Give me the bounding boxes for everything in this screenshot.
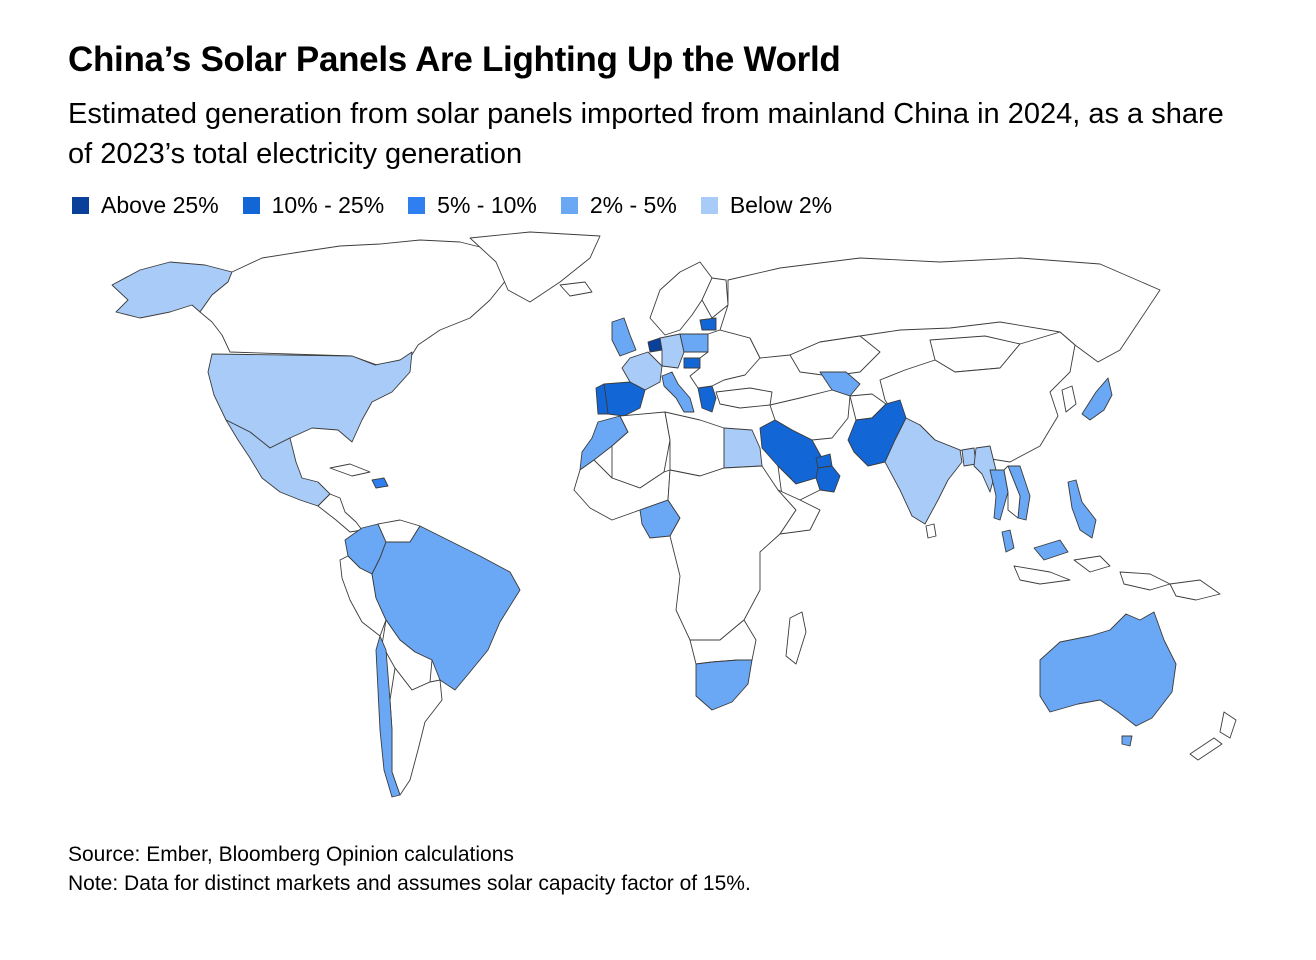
country-italy[interactable]: [661, 371, 695, 413]
country-estonia[interactable]: [699, 317, 717, 331]
country-new-zealand[interactable]: [1189, 711, 1237, 761]
legend-swatch-above-25: [72, 197, 89, 214]
country-finland[interactable]: [701, 277, 729, 319]
country-poland[interactable]: [679, 333, 709, 353]
legend-item-10-25: 10% - 25%: [242, 192, 385, 219]
country-central-america[interactable]: [317, 493, 363, 533]
legend-swatch-5-10: [408, 197, 426, 214]
country-central-africa[interactable]: [667, 465, 797, 641]
country-philippines[interactable]: [1067, 479, 1097, 539]
country-korea[interactable]: [1061, 385, 1077, 413]
country-india[interactable]: [884, 417, 963, 525]
country-madagascar[interactable]: [785, 611, 807, 665]
country-chile[interactable]: [375, 635, 401, 798]
country-eastern-europe[interactable]: [689, 329, 761, 389]
legend-label-5-10: 5% - 10%: [437, 192, 537, 218]
legend-swatch-10-25: [242, 197, 260, 214]
country-sri-lanka[interactable]: [925, 523, 937, 539]
country-myanmar[interactable]: [973, 445, 997, 493]
country-malaysia[interactable]: [1001, 529, 1069, 561]
country-australia[interactable]: [1039, 611, 1177, 727]
country-japan[interactable]: [1081, 377, 1113, 421]
legend-label-above-25: Above 25%: [101, 192, 219, 218]
country-uzbekistan[interactable]: [819, 371, 861, 397]
country-tasmania[interactable]: [1121, 735, 1133, 747]
country-horn-of-africa[interactable]: [777, 489, 821, 535]
country-greece[interactable]: [697, 385, 717, 413]
country-canada[interactable]: [199, 239, 511, 367]
legend-swatch-below-2: [700, 197, 718, 214]
country-kazakhstan[interactable]: [789, 335, 881, 377]
source-note: Source: Ember, Bloomberg Opinion calcula…: [68, 843, 514, 866]
footer: Source: Ember, Bloomberg Opinion calcula…: [68, 840, 751, 898]
legend-item-below-2: Below 2%: [700, 192, 833, 219]
country-laos-cambodia[interactable]: [1003, 465, 1021, 519]
country-cuba[interactable]: [329, 463, 371, 477]
country-hungary[interactable]: [683, 357, 701, 369]
country-portugal[interactable]: [595, 383, 609, 415]
chart-subtitle: Estimated generation from solar panels i…: [68, 98, 1224, 170]
country-spain[interactable]: [603, 381, 646, 417]
legend-item-above-25: Above 25%: [72, 192, 219, 219]
country-greenland[interactable]: [469, 231, 601, 303]
country-papua-new-guinea[interactable]: [1169, 579, 1221, 601]
country-egypt[interactable]: [723, 427, 763, 469]
country-libya[interactable]: [664, 411, 725, 477]
legend-label-10-25: 10% - 25%: [271, 192, 385, 218]
country-south-africa[interactable]: [695, 659, 753, 711]
methodology-note: Note: Data for distinct markets and assu…: [68, 872, 751, 895]
legend-swatch-2-5: [560, 197, 578, 214]
country-france[interactable]: [621, 351, 663, 391]
country-iceland[interactable]: [559, 281, 593, 297]
legend-label-2-5: 2% - 5%: [589, 192, 677, 218]
legend-label-below-2: Below 2%: [729, 192, 833, 218]
legend-item-2-5: 2% - 5%: [560, 192, 677, 219]
country-dominican-republic[interactable]: [371, 477, 389, 489]
country-united-kingdom[interactable]: [611, 317, 637, 357]
country-germany[interactable]: [659, 333, 685, 369]
country-indonesia[interactable]: [1013, 555, 1171, 591]
chart-title: China’s Solar Panels Are Lighting Up the…: [68, 40, 841, 79]
legend-item-5-10: 5% - 10%: [408, 192, 537, 219]
country-turkey[interactable]: [715, 387, 773, 409]
legend: Above 25% 10% - 25% 5% - 10% 2% - 5% Bel…: [72, 192, 856, 219]
